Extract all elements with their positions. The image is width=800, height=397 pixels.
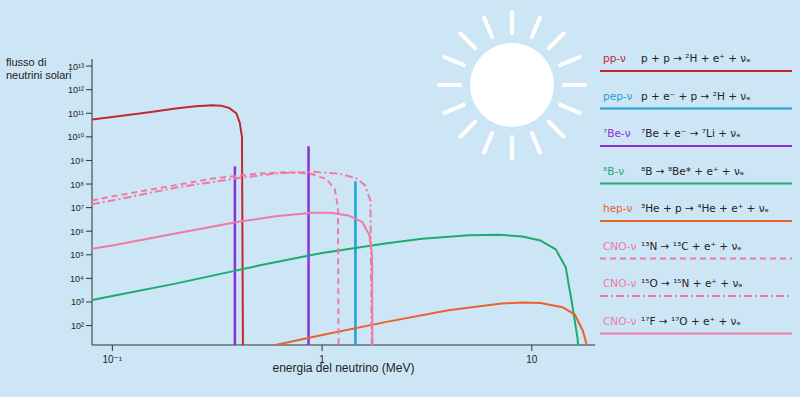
sun-ray [549,33,564,48]
y-tick-label: 10¹¹ [68,109,84,119]
sun-ray [510,12,514,33]
sun-ray [484,133,492,152]
y-tick [86,113,92,114]
legend-swatch [600,70,792,72]
spectral-line [307,146,310,345]
background [0,0,800,397]
y-tick [86,136,92,137]
legend-name: pep-ν [603,90,633,102]
y-tick [86,325,92,326]
sun-ray [439,83,460,87]
y-tick-label: 10⁴ [70,274,84,284]
legend-name: hep-ν [603,202,633,214]
sun-ray [560,105,579,113]
legend-reaction: ¹⁵O → ¹⁵N + e⁺ + νₑ [641,277,743,289]
sun-ray [484,18,492,37]
x-tick-label: 10 [526,354,538,365]
y-tick [86,184,92,185]
legend-swatch [600,220,792,222]
sun-ray [532,133,540,152]
y-tick-label: 10³ [71,297,84,307]
y-tick-label: 10⁶ [70,227,84,237]
spectral-line [234,166,237,345]
legend-swatch [600,183,792,185]
legend-swatch [600,145,792,147]
x-tick [531,345,532,351]
y-tick-label: 10⁵ [70,250,84,260]
x-tick [322,345,323,351]
x-axis [92,345,595,346]
legend-swatch [600,108,792,110]
sun-ray [510,137,514,158]
sun-ray [460,33,475,48]
spectral-line [354,181,357,345]
y-tick [86,89,92,90]
legend-reaction: ¹⁷F → ¹⁷O + e⁺ + νₑ [641,315,741,327]
y-tick-label: 10¹⁰ [67,132,84,142]
y-tick [86,160,92,161]
legend-swatch [600,258,792,260]
legend-swatch [600,333,792,335]
y-tick [86,254,92,255]
legend: pp-ν p + p → ²H + e⁺ + νₑ pep-ν p + e⁻ + p … [600,52,792,334]
sun-ray [460,122,475,137]
y-tick [86,278,92,279]
y-tick-label: 10⁹ [70,156,84,166]
y-tick-label: 10² [71,321,84,331]
y-tick [86,301,92,302]
spectrum-line [92,172,372,345]
legend-reaction: p + e⁻ + p → ²H + νₑ [641,90,751,102]
legend-reaction: ⁷Be + e⁻ → ⁷Li + νₑ [641,127,741,139]
y-axis-label: neutrini solari [6,69,71,81]
y-tick-label: 10¹² [68,85,84,95]
spectrum-line [92,213,373,345]
sun-ray [549,122,564,137]
legend-name: pp-ν [603,52,626,64]
sun-ray [445,105,464,113]
legend-swatch [600,295,792,297]
legend-name: CNO-ν [603,240,637,252]
x-tick-label: 10⁻¹ [102,354,122,365]
legend-name: ⁷Be-ν [603,127,631,139]
sun-disc [470,43,554,127]
y-axis-label: flusso di [6,56,46,68]
spectrum-line [276,303,588,346]
sun-ray [560,57,579,65]
legend-name: CNO-ν [603,277,637,289]
sun-icon [439,12,585,158]
legend-reaction: ¹³N → ¹³C + e⁺ + νₑ [641,240,742,252]
y-tick [86,66,92,67]
spectrum-line [92,235,580,345]
y-tick [86,231,92,232]
y-tick [86,207,92,208]
legend-reaction: ⁸B → ⁸Be* + e⁺ + νₑ [641,165,744,177]
y-tick-label: 10⁷ [71,203,84,213]
x-axis-label: energia del neutrino (MeV) [272,361,414,375]
legend-reaction: p + p → ²H + e⁺ + νₑ [641,52,751,64]
chart: 10² 10³ 10⁴ 10⁵ 10⁶ 10⁷ 10⁸ 10⁹ 10¹⁰ 10¹¹ 10¹² 10 ¹³… [0,0,800,397]
legend-name: ⁸B-ν [603,165,624,177]
plot-area [92,105,588,345]
x-tick [112,345,113,351]
sun-ray [445,57,464,65]
sun-ray [564,83,585,87]
sun-ray [532,18,540,37]
legend-name: CNO-ν [603,315,637,327]
y-tick-label: 10⁸ [70,180,84,190]
legend-reaction: ³He + p → ⁴He + e⁺ + νₑ [641,202,769,214]
